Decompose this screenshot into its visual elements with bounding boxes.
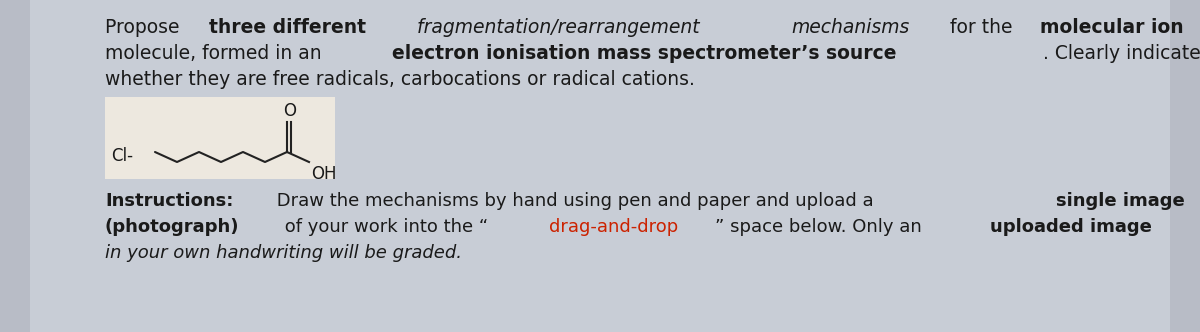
FancyBboxPatch shape xyxy=(106,97,335,179)
Text: Draw the mechanisms by hand using pen and paper and upload a: Draw the mechanisms by hand using pen an… xyxy=(271,192,880,210)
FancyBboxPatch shape xyxy=(0,0,30,332)
Text: O: O xyxy=(283,102,296,120)
Text: Instructions:: Instructions: xyxy=(106,192,233,210)
Text: drag-and-drop: drag-and-drop xyxy=(548,218,678,236)
Text: whether they are free radicals, carbocations or radical cations.: whether they are free radicals, carbocat… xyxy=(106,70,695,89)
Text: of your work into the “: of your work into the “ xyxy=(278,218,487,236)
Text: Cl-: Cl- xyxy=(112,147,133,165)
Text: single image: single image xyxy=(1056,192,1184,210)
Text: in your own handwriting will be graded.: in your own handwriting will be graded. xyxy=(106,244,462,262)
Text: (photograph): (photograph) xyxy=(106,218,240,236)
Text: molecular ion: molecular ion xyxy=(1040,18,1184,37)
Text: . Clearly indicate on the fragments: . Clearly indicate on the fragments xyxy=(1043,44,1200,63)
Text: for the: for the xyxy=(944,18,1019,37)
Text: molecule, formed in an: molecule, formed in an xyxy=(106,44,328,63)
Text: fragmentation/rearrangement: fragmentation/rearrangement xyxy=(412,18,706,37)
Text: Propose: Propose xyxy=(106,18,186,37)
Text: three different: three different xyxy=(209,18,366,37)
Text: OH: OH xyxy=(311,165,336,183)
Text: mechanisms: mechanisms xyxy=(792,18,910,37)
FancyBboxPatch shape xyxy=(1170,0,1200,332)
Text: electron ionisation mass spectrometer’s source: electron ionisation mass spectrometer’s … xyxy=(392,44,896,63)
Text: uploaded image: uploaded image xyxy=(990,218,1151,236)
Text: ” space below. Only an: ” space below. Only an xyxy=(715,218,928,236)
Text: of work done: of work done xyxy=(1199,218,1200,236)
